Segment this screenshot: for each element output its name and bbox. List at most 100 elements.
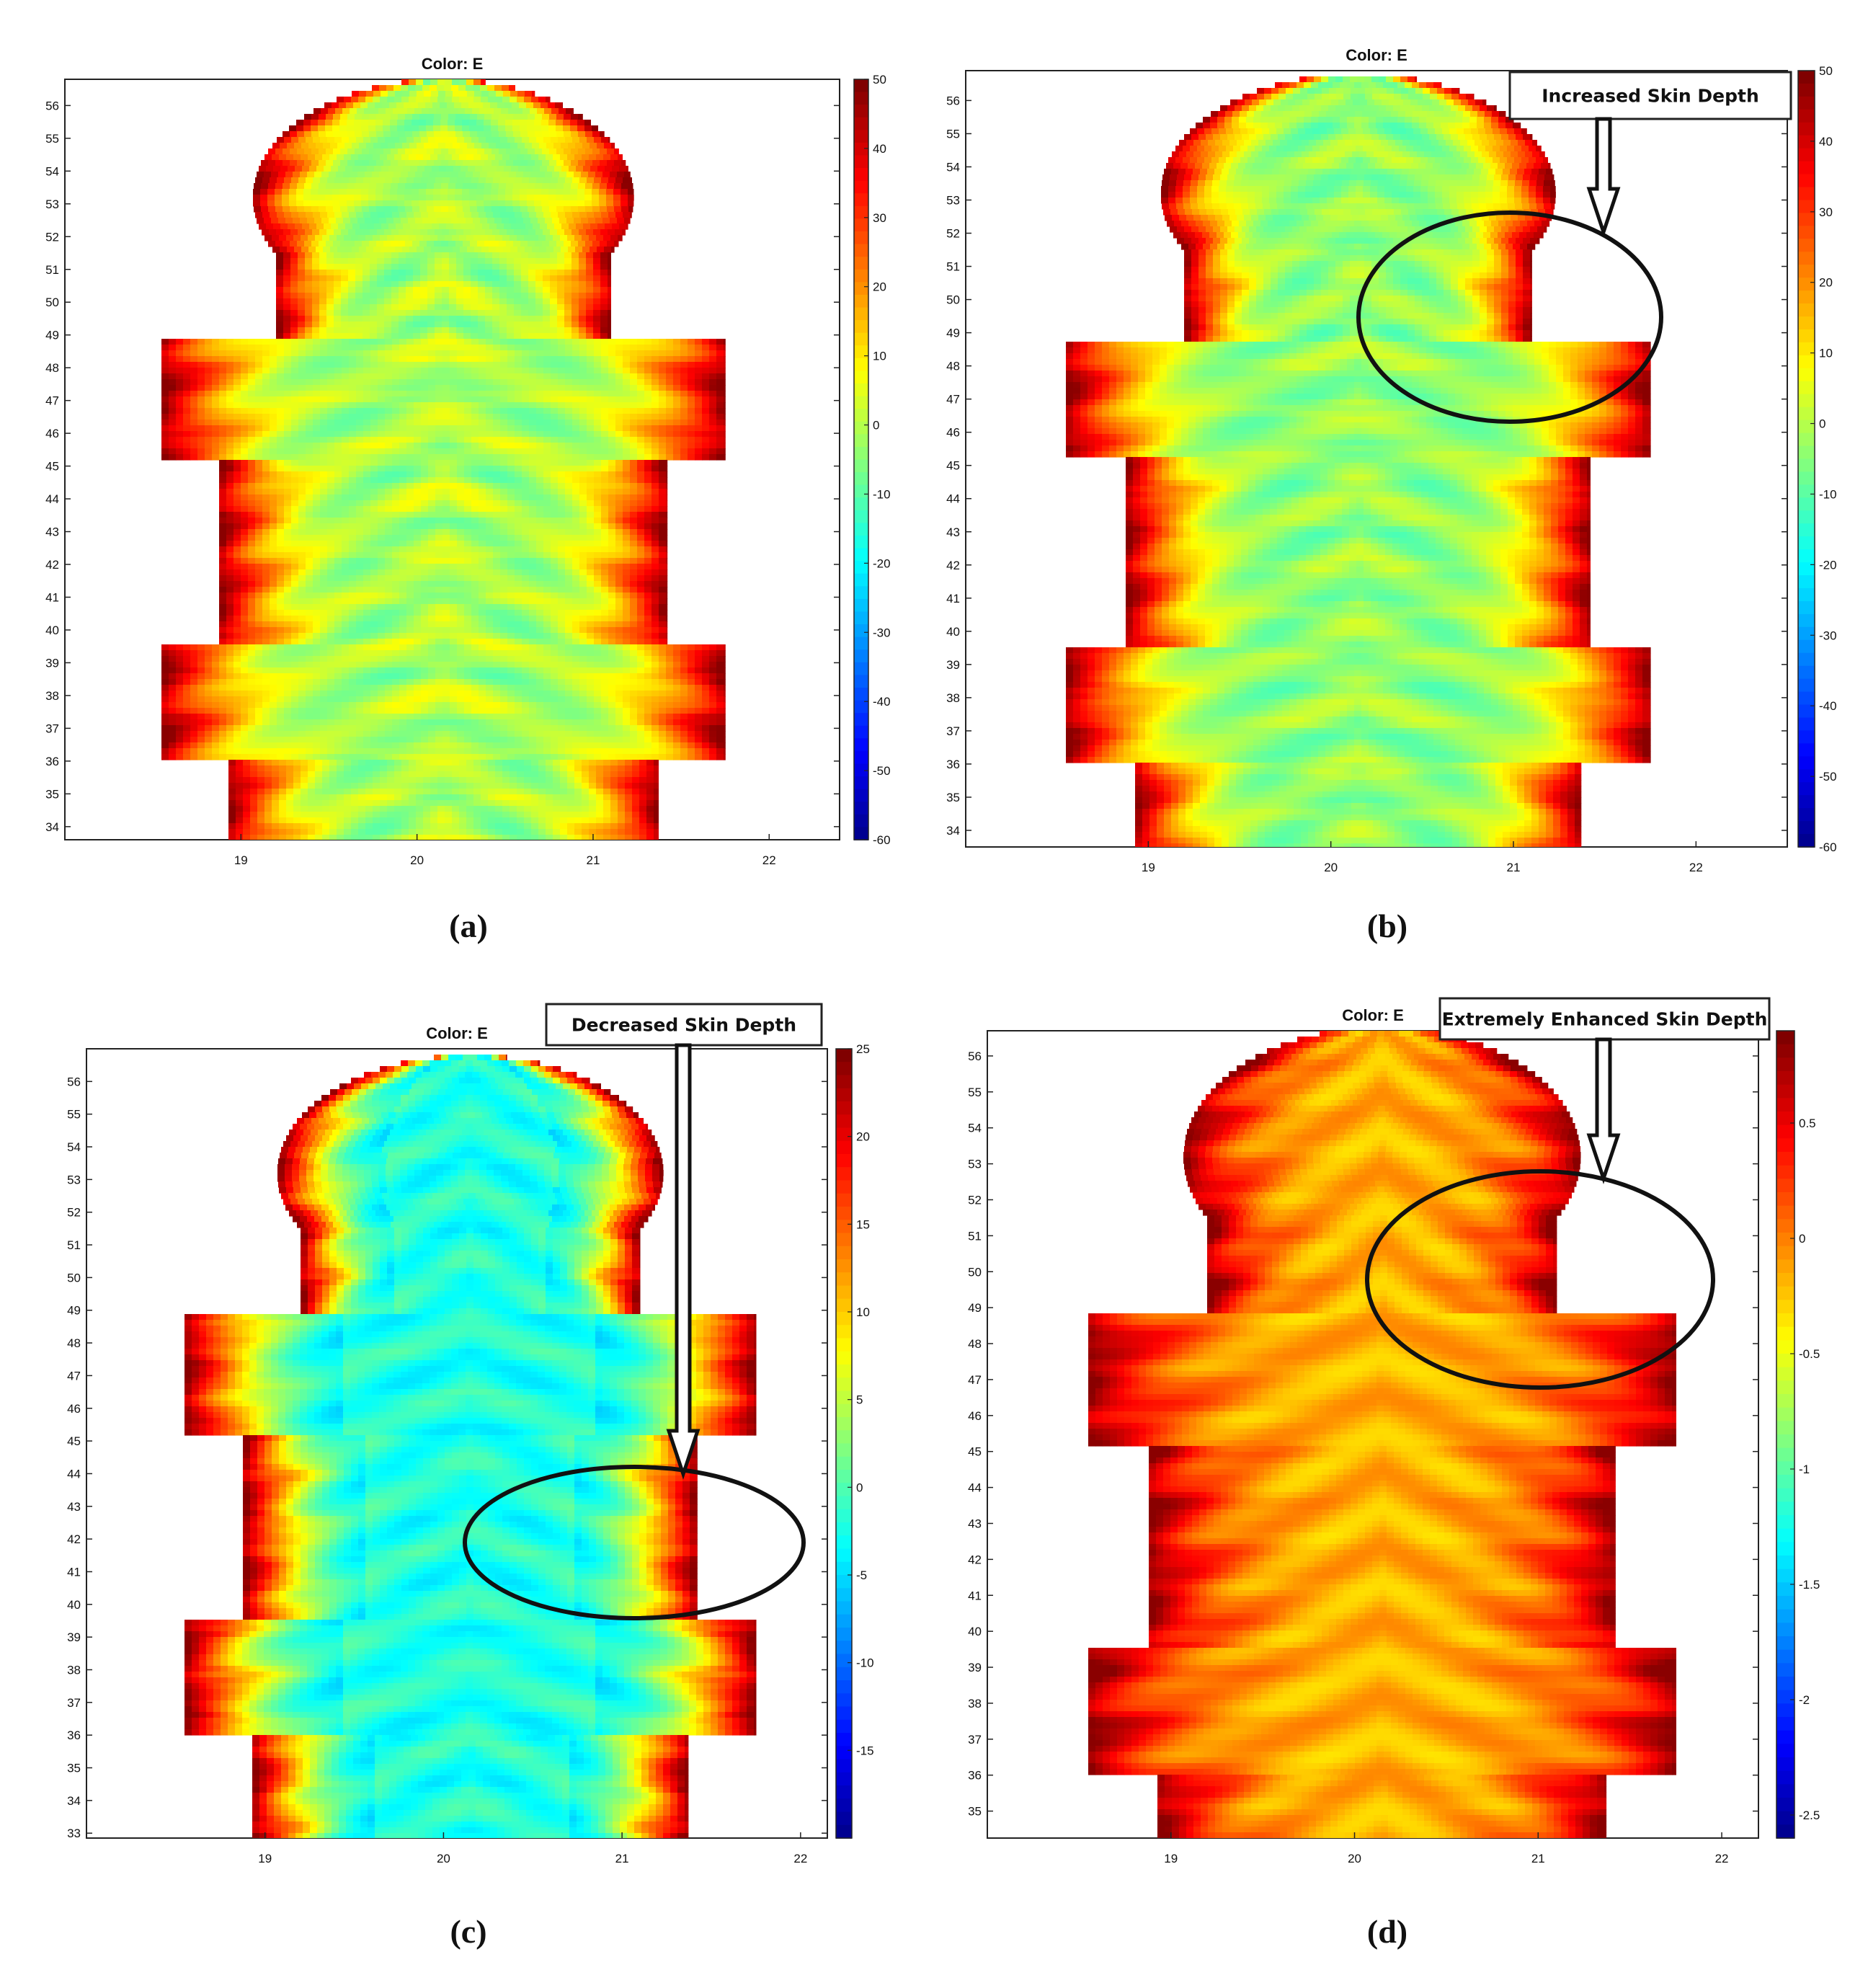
heatmap-cell [349,477,357,484]
heatmap-cell [401,218,409,224]
heatmap-cell [565,569,573,576]
heatmap-cell [666,362,674,368]
heatmap-cell [587,546,595,553]
heatmap-cell [479,350,486,357]
heatmap-cell [421,212,429,218]
heatmap-cell [241,569,249,576]
heatmap-cell [582,154,590,161]
heatmap-cell [428,512,436,518]
heatmap-cell [522,523,530,530]
heatmap-cell [349,402,357,409]
heatmap-cell [370,258,378,265]
heatmap-cell [522,448,530,455]
heatmap-cell [471,350,479,357]
heatmap-cell [356,396,364,403]
heatmap-cell [212,443,220,449]
heatmap-cell [445,154,453,161]
heatmap-cell [298,275,306,282]
heatmap-cell [270,420,277,426]
heatmap-cell [275,148,283,155]
heatmap-cell [365,235,373,241]
heatmap-cell [709,356,717,363]
heatmap-cell [435,264,442,270]
heatmap-cell [557,321,565,328]
heatmap-cell [586,270,594,276]
heatmap-cell [320,414,328,420]
heatmap-cell [551,541,559,547]
heatmap-cell [326,287,334,293]
heatmap-cell [320,541,328,547]
heatmap-cell [536,523,544,530]
heatmap-cell [702,362,710,368]
heatmap-cell [464,460,472,466]
heatmap-cell [161,420,169,426]
heatmap-cell [579,408,587,414]
heatmap-cell [383,195,391,201]
heatmap-cell [363,512,371,518]
heatmap-cell [421,523,429,530]
heatmap-cell [420,327,428,334]
heatmap-cell [644,431,652,438]
heatmap-cell [226,420,234,426]
heatmap-cell [248,368,256,374]
heatmap-cell [434,114,442,120]
heatmap-cell [406,229,414,236]
heatmap-cell [356,477,364,484]
heatmap-cell [451,172,459,178]
heatmap-cell [623,212,631,218]
heatmap-cell [579,414,587,420]
heatmap-cell [427,131,435,138]
heatmap-cell [348,287,356,293]
heatmap-cell [234,368,241,374]
heatmap-cell [500,437,508,443]
heatmap-cell [525,143,533,149]
heatmap-cell [298,310,306,316]
heatmap-cell [370,466,378,472]
heatmap-cell [558,558,566,564]
heatmap-cell [471,275,479,282]
heatmap-cell [226,345,234,351]
heatmap-cell [522,414,530,420]
heatmap-cell [615,396,623,403]
heatmap-cell [291,362,299,368]
heatmap-cell [688,356,695,363]
heatmap-cell [608,477,616,484]
heatmap-cell [572,471,580,478]
heatmap-cell [637,385,645,391]
heatmap-cell [355,333,363,340]
heatmap-cell [241,500,249,507]
heatmap-cell [320,425,328,432]
heatmap-cell [363,546,371,553]
heatmap-cell [688,408,695,414]
heatmap-cell [241,368,249,374]
heatmap-cell [375,120,383,126]
heatmap-cell [637,546,645,553]
heatmap-cell [471,471,479,478]
heatmap-cell [442,310,450,316]
heatmap-cell [594,373,602,380]
heatmap-cell [334,414,342,420]
heatmap-cell [442,362,450,368]
heatmap-cell [548,195,556,201]
heatmap-cell [394,154,402,161]
heatmap-cell [219,391,227,397]
heatmap-cell [363,483,371,489]
heatmap-cell [320,362,328,368]
heatmap-cell [212,379,220,386]
heatmap-cell [428,137,436,143]
heatmap-cell [410,166,418,172]
heatmap-cell [529,494,537,501]
heatmap-cell [594,569,602,576]
heatmap-cell [530,108,538,115]
heatmap-cell [270,402,277,409]
heatmap-cell [421,402,429,409]
heatmap-cell [399,523,407,530]
heatmap-cell [486,558,494,564]
heatmap-cell [428,483,436,489]
heatmap-cell [384,321,392,328]
heatmap-cell [392,494,400,501]
heatmap-cell [377,275,385,282]
heatmap-cell [600,270,608,276]
heatmap-cell [234,529,241,536]
heatmap-cell [414,448,422,455]
